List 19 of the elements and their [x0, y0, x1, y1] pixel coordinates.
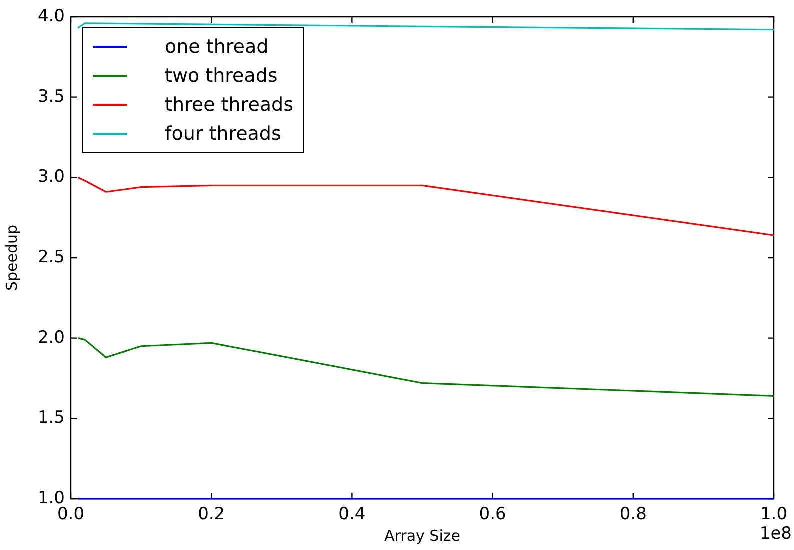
x-axis-title: Array Size	[384, 526, 460, 545]
y-tick-label: 2.5	[38, 247, 65, 268]
x-tick-label: 0.8	[620, 504, 647, 525]
y-tick-label: 4.0	[38, 6, 65, 26]
y-axis-title: Speedup	[2, 224, 21, 292]
x-tick-label: 1.0	[760, 504, 788, 525]
legend-label: two threads	[165, 64, 278, 86]
x-tick-label: 0.0	[57, 504, 85, 525]
legend-label: one thread	[165, 36, 269, 58]
y-tick-label: 3.5	[38, 86, 65, 107]
x-tick-label: 0.4	[338, 504, 366, 525]
y-tick-label: 1.5	[38, 408, 65, 428]
x-tick-label: 0.2	[198, 504, 226, 525]
y-tick-label: 3.0	[38, 167, 65, 188]
y-tick-label: 2.0	[38, 328, 65, 348]
x-tick-label: 0.6	[479, 504, 506, 525]
text: 1e8	[760, 524, 792, 544]
legend-label: three threads	[165, 94, 294, 116]
legend-label: four threads	[165, 122, 282, 144]
